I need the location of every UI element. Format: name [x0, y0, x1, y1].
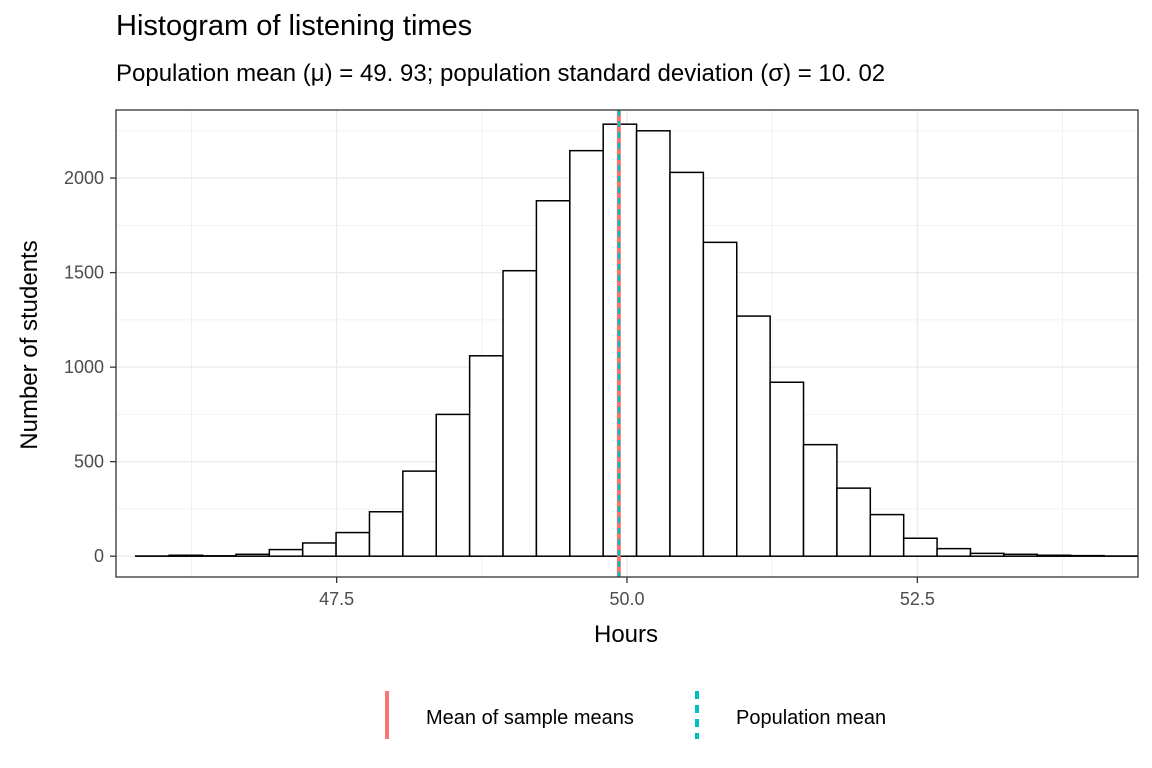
histogram-bar — [268, 548, 304, 557]
histogram-bar — [1003, 553, 1039, 557]
legend-label-population-mean: Population mean — [736, 707, 886, 729]
histogram-bar — [168, 554, 204, 557]
legend: Mean of sample means Population mean — [385, 691, 886, 739]
histogram-bar — [335, 531, 371, 557]
histogram-bar — [1036, 554, 1072, 557]
y-tick-label: 1500 — [64, 263, 104, 283]
x-tick-label: 47.5 — [319, 589, 354, 609]
histogram-bar — [301, 542, 337, 557]
x-axis-title: Hours — [594, 621, 658, 648]
histogram-bar — [402, 470, 437, 557]
histogram-bar — [802, 443, 838, 557]
y-axis-ticks: 0 500 1000 1500 2000 — [64, 168, 116, 566]
histogram-bar — [502, 269, 538, 557]
y-tick-label: 0 — [94, 546, 104, 566]
x-tick-label: 52.5 — [900, 589, 935, 609]
histogram-bar — [235, 553, 271, 557]
y-axis-title: Number of students — [16, 240, 43, 449]
histogram-bar — [435, 413, 471, 557]
y-tick-label: 500 — [74, 452, 104, 472]
histogram-bar — [869, 513, 905, 557]
histogram-bar — [902, 537, 938, 557]
histogram-bar — [702, 241, 738, 557]
histogram-bar — [936, 547, 972, 557]
y-tick-label: 2000 — [64, 168, 104, 188]
histogram-bars — [134, 123, 1139, 557]
histogram-bar — [735, 315, 771, 557]
histogram-bar — [468, 355, 504, 557]
histogram-bar — [669, 171, 705, 557]
histogram-bar — [368, 511, 404, 557]
x-axis-ticks: 47.5 50.0 52.5 — [319, 577, 935, 609]
y-tick-label: 1000 — [64, 357, 104, 377]
histogram-bar — [535, 200, 571, 557]
chart-subtitle: Population mean (μ) = 49. 93; population… — [116, 60, 886, 87]
legend-label-mean-of-sample-means: Mean of sample means — [426, 707, 634, 729]
histogram-bar — [769, 381, 805, 557]
histogram-bar — [635, 130, 671, 557]
histogram-bar — [569, 149, 604, 557]
histogram-bar — [836, 487, 872, 557]
x-tick-label: 50.0 — [609, 589, 644, 609]
chart-title: Histogram of listening times — [116, 10, 473, 42]
histogram-bar — [1069, 554, 1105, 557]
histogram-bar — [969, 552, 1005, 557]
